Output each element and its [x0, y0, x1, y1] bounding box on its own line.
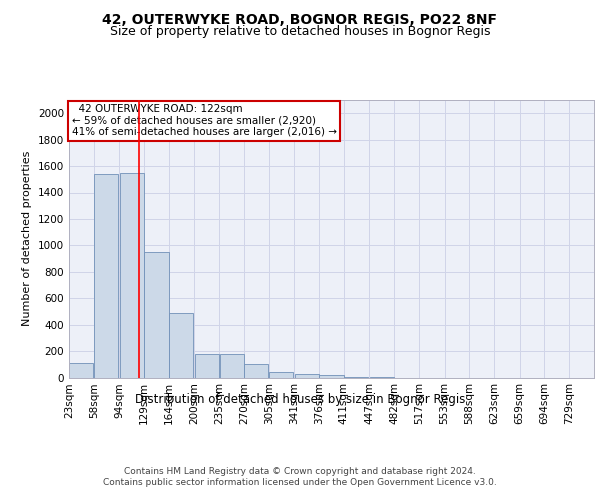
Text: Distribution of detached houses by size in Bognor Regis: Distribution of detached houses by size …	[135, 392, 465, 406]
Bar	[145, 252, 169, 378]
Bar	[70, 363, 94, 378]
Bar	[169, 313, 193, 378]
Bar	[119, 174, 144, 378]
Bar	[244, 364, 268, 378]
Bar	[195, 354, 219, 378]
Bar	[370, 377, 394, 378]
Bar	[319, 375, 344, 378]
Text: 42 OUTERWYKE ROAD: 122sqm
← 59% of detached houses are smaller (2,920)
41% of se: 42 OUTERWYKE ROAD: 122sqm ← 59% of detac…	[71, 104, 337, 138]
Text: 42, OUTERWYKE ROAD, BOGNOR REGIS, PO22 8NF: 42, OUTERWYKE ROAD, BOGNOR REGIS, PO22 8…	[103, 12, 497, 26]
Text: Contains HM Land Registry data © Crown copyright and database right 2024.
Contai: Contains HM Land Registry data © Crown c…	[103, 468, 497, 487]
Bar	[344, 377, 368, 378]
Bar	[94, 174, 118, 378]
Bar	[295, 374, 319, 378]
Y-axis label: Number of detached properties: Number of detached properties	[22, 151, 32, 326]
Bar	[220, 354, 244, 378]
Bar	[269, 372, 293, 378]
Text: Size of property relative to detached houses in Bognor Regis: Size of property relative to detached ho…	[110, 25, 490, 38]
